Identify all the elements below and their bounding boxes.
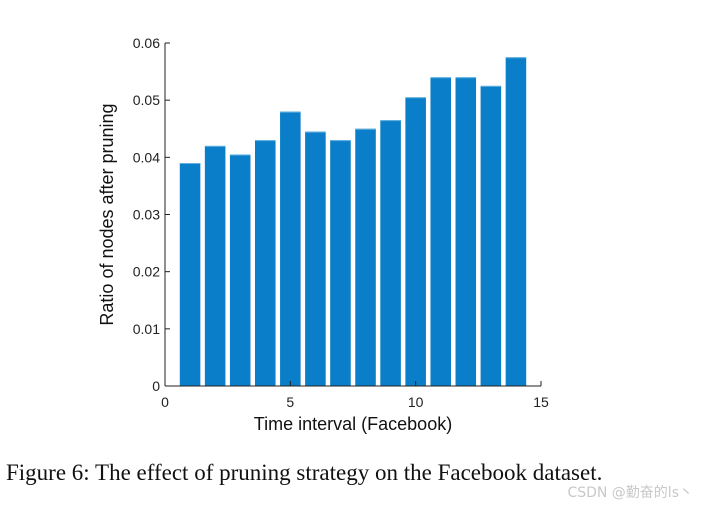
y-tick-label: 0.06 bbox=[133, 35, 160, 51]
bar-2 bbox=[204, 145, 226, 386]
bar-1 bbox=[179, 163, 201, 386]
y-tick-label: 0.02 bbox=[133, 264, 160, 280]
x-tick-label: 10 bbox=[408, 394, 424, 410]
bar-7 bbox=[330, 140, 351, 386]
x-axis-title: Time interval (Facebook) bbox=[254, 414, 452, 434]
x-tick-label: 5 bbox=[286, 394, 294, 410]
figure-caption: Figure 6: The effect of pruning strategy… bbox=[6, 460, 603, 485]
bar-10 bbox=[405, 97, 426, 386]
csdn-watermark: CSDN @勤奋的ls丶 bbox=[567, 485, 693, 501]
x-tick-label: 0 bbox=[161, 394, 169, 410]
y-tick-label: 0.05 bbox=[133, 92, 160, 108]
y-tick-label: 0.03 bbox=[133, 207, 160, 223]
bar-11 bbox=[430, 77, 452, 387]
bar-13 bbox=[480, 85, 502, 387]
y-tick-label: 0.01 bbox=[133, 321, 160, 337]
x-tick-label: 15 bbox=[533, 394, 549, 410]
bar-6 bbox=[305, 131, 326, 386]
y-axis-title: Ratio of nodes after pruning bbox=[97, 103, 117, 325]
ticks-group: 0 0.01 0.02 0.03 0.04 0.05 0.06 0 5 10 15 bbox=[133, 35, 549, 410]
bar-9 bbox=[380, 120, 401, 387]
bar-3 bbox=[229, 154, 251, 386]
bar-12 bbox=[455, 77, 477, 387]
y-tick-label: 0 bbox=[152, 378, 160, 394]
bar-14 bbox=[505, 57, 527, 386]
y-tick-label: 0.04 bbox=[133, 149, 160, 165]
bars-group bbox=[179, 57, 527, 387]
bar-8 bbox=[355, 128, 376, 386]
bar-5 bbox=[280, 111, 301, 386]
bar-4 bbox=[254, 140, 276, 386]
